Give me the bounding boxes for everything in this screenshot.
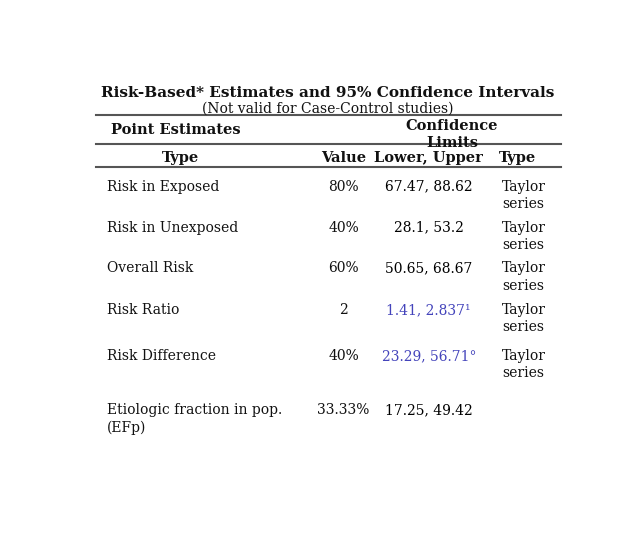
Text: Confidence
Limits: Confidence Limits [406,119,499,150]
Text: 80%: 80% [328,180,359,194]
Text: 40%: 40% [328,220,359,235]
Text: 28.1, 53.2: 28.1, 53.2 [394,220,464,235]
Text: Risk-Based* Estimates and 95% Confidence Intervals: Risk-Based* Estimates and 95% Confidence… [101,86,555,100]
Text: 60%: 60% [328,261,359,275]
Text: Taylor
series: Taylor series [502,261,547,292]
Text: 33.33%: 33.33% [317,403,370,417]
Text: 2: 2 [339,303,348,317]
Text: Overall Risk: Overall Risk [107,261,193,275]
Text: Type: Type [162,152,200,165]
Text: Taylor
series: Taylor series [502,349,547,381]
Text: 67.47, 88.62: 67.47, 88.62 [385,180,472,194]
Text: Taylor
series: Taylor series [502,180,547,211]
Text: (Not valid for Case-Control studies): (Not valid for Case-Control studies) [202,101,454,115]
Text: 1.41, 2.837¹: 1.41, 2.837¹ [387,303,471,317]
Text: Risk in Exposed: Risk in Exposed [107,180,220,194]
Text: Type: Type [499,152,536,165]
Text: Taylor
series: Taylor series [502,303,547,334]
Text: Lower, Upper: Lower, Upper [374,152,483,165]
Text: Value: Value [321,152,366,165]
Text: Risk Difference: Risk Difference [107,349,216,363]
Text: 17.25, 49.42: 17.25, 49.42 [385,403,472,417]
Text: Point Estimates: Point Estimates [111,123,241,137]
Text: Etiologic fraction in pop.
(EFp): Etiologic fraction in pop. (EFp) [107,403,282,435]
Text: Risk Ratio: Risk Ratio [107,303,179,317]
Text: Taylor
series: Taylor series [502,220,547,252]
Text: 40%: 40% [328,349,359,363]
Text: Risk in Unexposed: Risk in Unexposed [107,220,238,235]
Text: 23.29, 56.71°: 23.29, 56.71° [381,349,476,363]
Text: 50.65, 68.67: 50.65, 68.67 [385,261,472,275]
